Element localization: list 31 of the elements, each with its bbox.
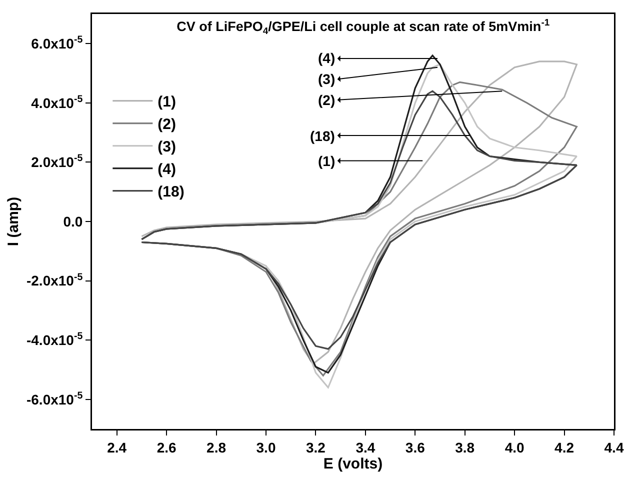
annotation: (2) <box>318 92 336 108</box>
legend-label: (3) <box>158 138 176 156</box>
legend-label: (18) <box>158 184 184 201</box>
x-tick-label: 4.0 <box>504 439 525 456</box>
x-tick-label: 2.6 <box>156 439 177 456</box>
legend-label: (2) <box>158 116 176 134</box>
annotation: (1) <box>318 153 336 169</box>
x-tick-label: 2.4 <box>107 439 127 456</box>
x-tick-label: 4.4 <box>604 439 624 456</box>
x-tick-label: 2.8 <box>206 439 226 456</box>
legend-label: (1) <box>158 94 176 111</box>
y-tick-label: 6.0x10$^{-5}$ <box>31 34 84 52</box>
x-tick-label: 3.4 <box>356 439 376 456</box>
x-tick-label: 4.2 <box>554 439 574 456</box>
y-tick-label: -2.0x10$^{-5}$ <box>26 272 84 289</box>
y-axis-title: I (amp) <box>4 196 22 246</box>
x-tick-label: 3.6 <box>405 439 426 456</box>
x-axis-title: E (volts) <box>323 455 383 472</box>
chart-title: CV of LiFePO$_{4}$/GPE/Li cell couple at scan rate of 5mVmin$^{-1}$ <box>176 18 550 38</box>
x-tick-label: 3.2 <box>306 439 326 456</box>
annotation: (3) <box>318 71 336 87</box>
y-tick-label: 4.0x10$^{-5}$ <box>31 94 84 111</box>
x-tick-label: 3.8 <box>455 439 475 456</box>
x-tick-label: 3.0 <box>256 439 276 456</box>
y-tick-label: -6.0x10$^{-5}$ <box>26 390 84 408</box>
legend-label: (4) <box>158 161 176 178</box>
y-tick-label: 0.0 <box>63 213 83 230</box>
annotation: (4) <box>318 50 336 66</box>
y-tick-label: -4.0x10$^{-5}$ <box>26 331 84 348</box>
annotation: (18) <box>310 128 335 144</box>
y-tick-label: 2.0x10$^{-5}$ <box>31 153 84 170</box>
